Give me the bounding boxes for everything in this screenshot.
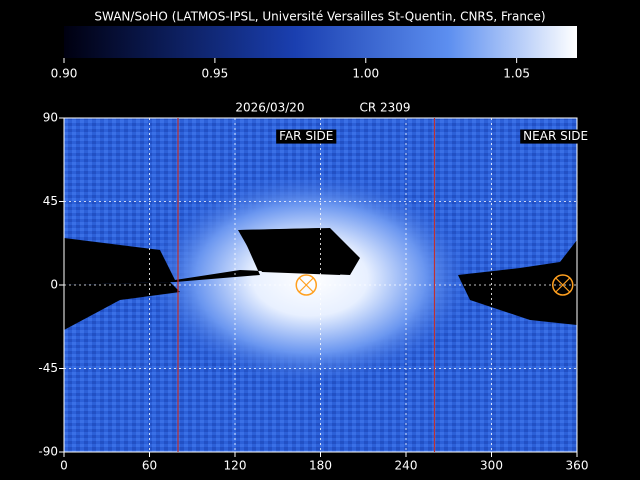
y-tick-label: -45	[38, 361, 58, 375]
colorbar-tick-label: 1.05	[503, 67, 530, 81]
annotation: NEAR SIDE	[523, 129, 588, 143]
marker-cross	[298, 277, 314, 293]
marker	[552, 274, 574, 296]
rotation: CR 2309	[359, 101, 410, 115]
y-tick-label: -90	[38, 445, 58, 459]
y-tick-label: 0	[50, 278, 58, 292]
marker-cross	[555, 277, 571, 293]
title: SWAN/SoHO (LATMOS-IPSL, Université Versa…	[94, 10, 545, 24]
x-tick-label: 60	[142, 459, 157, 473]
x-tick-label: 120	[224, 459, 247, 473]
colorbar-tick-label: 0.90	[51, 67, 78, 81]
date: 2026/03/20	[235, 101, 304, 115]
y-tick-label: 45	[43, 194, 58, 208]
x-tick-label: 360	[566, 459, 589, 473]
colorbar-tick-label: 0.95	[202, 67, 229, 81]
x-tick-label: 300	[480, 459, 503, 473]
colorbar	[64, 26, 577, 58]
y-tick-label: 90	[43, 111, 58, 125]
marker	[295, 274, 317, 296]
x-tick-label: 240	[395, 459, 418, 473]
x-tick-label: 0	[60, 459, 68, 473]
colorbar-tick-label: 1.00	[352, 67, 379, 81]
annotation: FAR SIDE	[279, 129, 333, 143]
annotation-bg	[520, 129, 592, 144]
plot-frame	[63, 117, 578, 453]
x-tick-label: 180	[309, 459, 332, 473]
annotation-bg	[276, 129, 337, 144]
